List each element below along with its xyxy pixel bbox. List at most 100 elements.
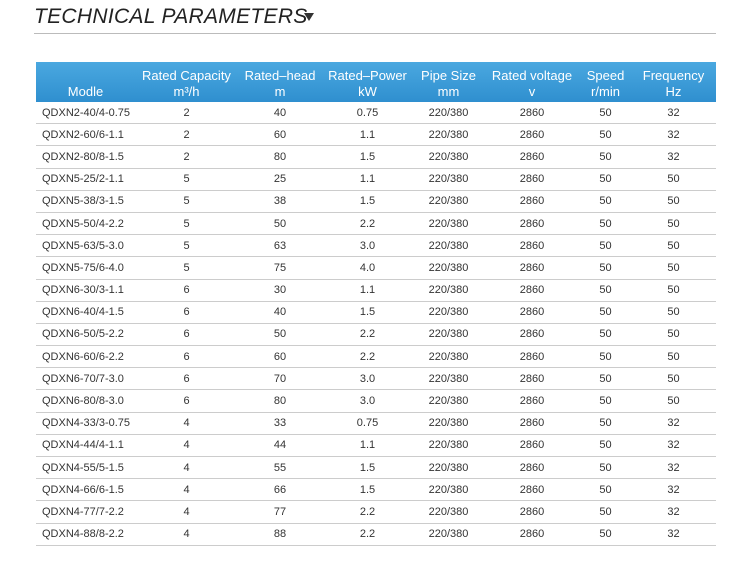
table-cell: 50 xyxy=(580,256,631,280)
table-cell: 220/380 xyxy=(413,323,484,347)
table-cell: 50 xyxy=(580,456,631,480)
header-line: Hz xyxy=(665,84,682,99)
table-cell: 1.5 xyxy=(322,190,413,213)
table-cell: 50 xyxy=(631,168,716,191)
table-cell: QDXN4-55/5-1.5 xyxy=(36,456,135,480)
table-cell: 6 xyxy=(135,345,238,369)
header-line: Rated Capacity xyxy=(142,68,231,83)
table-cell: 60 xyxy=(238,123,322,147)
column-header: Rated–head m xyxy=(238,62,322,102)
table-cell: 50 xyxy=(238,212,322,236)
table-cell: 2860 xyxy=(484,412,580,435)
table-cell: 50 xyxy=(580,367,631,391)
table-cell: 50 xyxy=(580,102,631,125)
table-cell: QDXN4-77/7-2.2 xyxy=(36,500,135,524)
table-row: QDXN5-25/2-1.1 5 25 1.1 220/380 2860 50 50 xyxy=(36,168,716,191)
table-cell: 50 xyxy=(631,190,716,213)
column-header: Rated voltage v xyxy=(484,62,580,102)
table-cell: 70 xyxy=(238,367,322,391)
table-cell: 50 xyxy=(580,123,631,147)
table-cell: QDXN4-88/8-2.2 xyxy=(36,523,135,546)
table-row: QDXN6-70/7-3.0 6 70 3.0 220/380 2860 50 50 xyxy=(36,367,716,391)
table-cell: 44 xyxy=(238,434,322,458)
table-cell: 50 xyxy=(580,212,631,236)
column-header: Modle xyxy=(36,62,135,102)
header-line: v xyxy=(528,84,536,99)
table-cell: 32 xyxy=(631,500,716,524)
table-cell: 2860 xyxy=(484,168,580,191)
header-row: Modle Rated Capacity m³/h Rated–head m Rated–… xyxy=(36,62,716,102)
table-cell: 50 xyxy=(580,323,631,347)
table-cell: 32 xyxy=(631,523,716,546)
table-row: QDXN4-55/5-1.5 4 55 1.5 220/380 2860 50 32 xyxy=(36,456,716,480)
table-cell: 55 xyxy=(238,456,322,480)
table-cell: 2 xyxy=(135,123,238,147)
table-cell: 50 xyxy=(631,345,716,369)
table-cell: 220/380 xyxy=(413,145,484,169)
table-cell: 6 xyxy=(135,389,238,413)
table-row: QDXN2-80/8-1.5 2 80 1.5 220/380 2860 50 32 xyxy=(36,145,716,169)
table-cell: 2860 xyxy=(484,456,580,480)
table-cell: 50 xyxy=(580,389,631,413)
table-cell: 5 xyxy=(135,256,238,280)
table-cell: 80 xyxy=(238,145,322,169)
table-cell: QDXN2-40/4-0.75 xyxy=(36,102,135,125)
parameter-table: Modle Rated Capacity m³/h Rated–head m Rated–… xyxy=(36,62,716,546)
table-cell: 1.1 xyxy=(322,279,413,302)
table-cell: 4 xyxy=(135,412,238,435)
table-cell: 220/380 xyxy=(413,234,484,258)
table-cell: 2860 xyxy=(484,434,580,458)
table-cell: 75 xyxy=(238,256,322,280)
table-cell: 1.5 xyxy=(322,145,413,169)
table-cell: QDXN6-30/3-1.1 xyxy=(36,279,135,302)
header-line: Rated voltage xyxy=(491,68,573,83)
table-cell: 2860 xyxy=(484,234,580,258)
table-cell: 40 xyxy=(238,102,322,125)
table-row: QDXN4-66/6-1.5 4 66 1.5 220/380 2860 50 32 xyxy=(36,478,716,502)
table-cell: 80 xyxy=(238,389,322,413)
table-cell: 4 xyxy=(135,523,238,546)
table-cell: 220/380 xyxy=(413,190,484,213)
table-cell: 50 xyxy=(631,212,716,236)
table-cell: 5 xyxy=(135,212,238,236)
table-cell: 50 xyxy=(580,145,631,169)
table-row: QDXN6-30/3-1.1 6 30 1.1 220/380 2860 50 50 xyxy=(36,279,716,302)
table-cell: 5 xyxy=(135,168,238,191)
table-cell: 4 xyxy=(135,500,238,524)
table-cell: 3.0 xyxy=(322,389,413,413)
table-cell: 2860 xyxy=(484,301,580,324)
table-cell: 2860 xyxy=(484,123,580,147)
table-cell: 1.5 xyxy=(322,478,413,502)
table-cell: QDXN6-50/5-2.2 xyxy=(36,323,135,347)
table-cell: 220/380 xyxy=(413,389,484,413)
table-cell: 1.1 xyxy=(322,168,413,191)
table-row: QDXN4-88/8-2.2 4 88 2.2 220/380 2860 50 32 xyxy=(36,523,716,546)
table-row: QDXN6-60/6-2.2 6 60 2.2 220/380 2860 50 50 xyxy=(36,345,716,369)
table-cell: 2860 xyxy=(484,256,580,280)
table-cell: 2860 xyxy=(484,323,580,347)
table-cell: QDXN5-38/3-1.5 xyxy=(36,190,135,213)
table-cell: QDXN2-80/8-1.5 xyxy=(36,145,135,169)
table-row: QDXN4-33/3-0.75 4 33 0.75 220/380 2860 50 32 xyxy=(36,412,716,435)
table-cell: 220/380 xyxy=(413,500,484,524)
table-cell: 2860 xyxy=(484,190,580,213)
table-cell: 2860 xyxy=(484,345,580,369)
table-cell: 32 xyxy=(631,145,716,169)
table-cell: 2860 xyxy=(484,145,580,169)
table-cell: QDXN5-25/2-1.1 xyxy=(36,168,135,191)
table-cell: 2860 xyxy=(484,212,580,236)
table-cell: 220/380 xyxy=(413,523,484,546)
table-cell: 50 xyxy=(580,412,631,435)
table-row: QDXN2-60/6-1.1 2 60 1.1 220/380 2860 50 32 xyxy=(36,123,716,147)
header-line: m³/h xyxy=(173,84,200,99)
column-header: Rated–Power kW xyxy=(322,62,413,102)
table-cell: 50 xyxy=(631,256,716,280)
section-title: TECHNICAL PARAMETERS xyxy=(34,5,308,28)
table-cell: 220/380 xyxy=(413,367,484,391)
table-cell: 50 xyxy=(580,478,631,502)
table-cell: 4.0 xyxy=(322,256,413,280)
table-cell: 2860 xyxy=(484,389,580,413)
table-cell: 60 xyxy=(238,345,322,369)
header-line: r/min xyxy=(591,84,620,99)
